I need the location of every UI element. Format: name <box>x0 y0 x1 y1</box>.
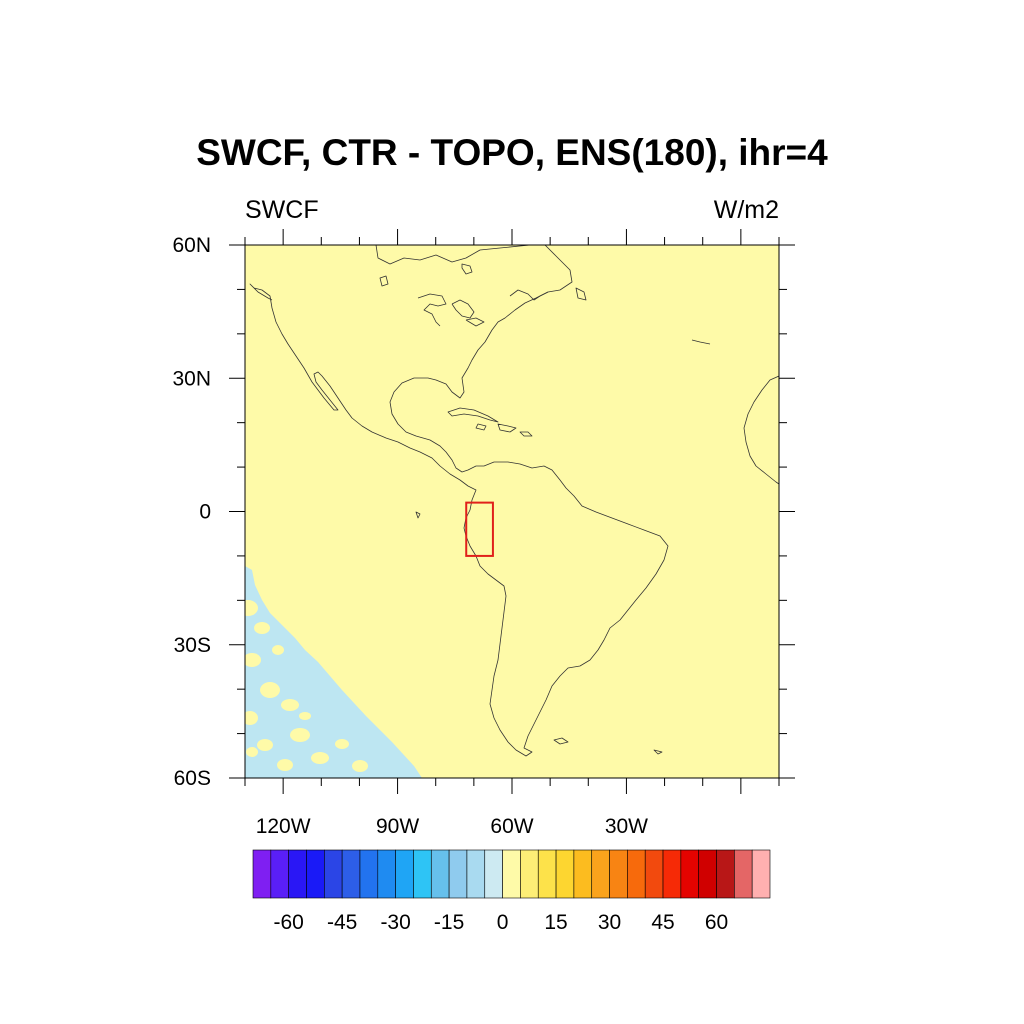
positive-patch <box>242 711 258 725</box>
latitude-labels: 60N 30N 0 30S 60S <box>172 234 211 790</box>
colorbar-swatch <box>306 850 324 898</box>
colorbar-swatch <box>556 850 574 898</box>
colorbar-swatch <box>627 850 645 898</box>
colorbar-swatch <box>289 850 307 898</box>
colorbar-swatch <box>592 850 610 898</box>
colorbar-swatch <box>699 850 717 898</box>
colorbar-swatch <box>538 850 556 898</box>
colorbar-swatch <box>431 850 449 898</box>
colorbar-tick-label: 15 <box>544 911 567 934</box>
colorbar-swatch <box>378 850 396 898</box>
colorbar <box>253 850 770 898</box>
colorbar-swatch <box>681 850 699 898</box>
colorbar-swatch <box>734 850 752 898</box>
positive-patch <box>272 645 284 655</box>
positive-patch <box>257 739 273 751</box>
colorbar-tick-label: 45 <box>651 911 674 934</box>
left-label: SWCF <box>245 196 319 224</box>
longitude-labels: 120W 90W 60W 30W <box>256 815 648 838</box>
positive-patch <box>277 759 293 771</box>
colorbar-swatch <box>752 850 770 898</box>
colorbar-swatch <box>271 850 289 898</box>
map-panel <box>229 229 795 794</box>
colorbar-swatch <box>503 850 521 898</box>
positive-patch <box>238 600 258 616</box>
colorbar-swatch <box>467 850 485 898</box>
colorbar-swatch <box>396 850 414 898</box>
colorbar-swatch <box>574 850 592 898</box>
lon-label: 90W <box>376 815 419 838</box>
colorbar-tick-label: -45 <box>327 911 357 934</box>
colorbar-labels: -60 -45 -30 -15 0 15 30 45 60 <box>273 911 728 934</box>
positive-patch <box>260 682 280 698</box>
positive-patch <box>243 653 261 667</box>
colorbar-swatch <box>610 850 628 898</box>
colorbar-swatch <box>485 850 503 898</box>
units-label: W/m2 <box>714 196 779 224</box>
positive-patch <box>311 752 329 764</box>
colorbar-tick-label: 30 <box>598 911 621 934</box>
colorbar-swatch <box>520 850 538 898</box>
colorbar-swatch <box>360 850 378 898</box>
positive-patch <box>352 760 368 772</box>
colorbar-swatch <box>342 850 360 898</box>
colorbar-swatch <box>645 850 663 898</box>
lat-label: 30S <box>174 634 211 657</box>
lat-label: 0 <box>199 501 211 524</box>
colorbar-swatch <box>717 850 735 898</box>
positive-patch <box>246 747 258 757</box>
positive-patch <box>290 728 310 742</box>
colorbar-tick-label: -15 <box>434 911 464 934</box>
positive-patch <box>254 622 270 634</box>
colorbar-swatch <box>324 850 342 898</box>
lon-label: 120W <box>256 815 311 838</box>
colorbar-swatch <box>663 850 681 898</box>
colorbar-swatch <box>253 850 271 898</box>
positive-patch <box>335 739 349 749</box>
colorbar-tick-label: 0 <box>497 911 509 934</box>
colorbar-tick-label: 60 <box>705 911 728 934</box>
positive-patch <box>281 699 299 711</box>
colorbar-tick-label: -30 <box>380 911 410 934</box>
lon-label: 30W <box>605 815 648 838</box>
lon-label: 60W <box>490 815 533 838</box>
colorbar-swatch <box>449 850 467 898</box>
positive-patch <box>299 712 311 720</box>
colorbar-swatch <box>413 850 431 898</box>
colorbar-tick-label: -60 <box>273 911 303 934</box>
plot-title: SWCF, CTR - TOPO, ENS(180), ihr=4 <box>196 132 828 173</box>
lat-label: 30N <box>172 367 211 390</box>
lat-label: 60S <box>174 767 211 790</box>
lat-label: 60N <box>172 234 211 257</box>
